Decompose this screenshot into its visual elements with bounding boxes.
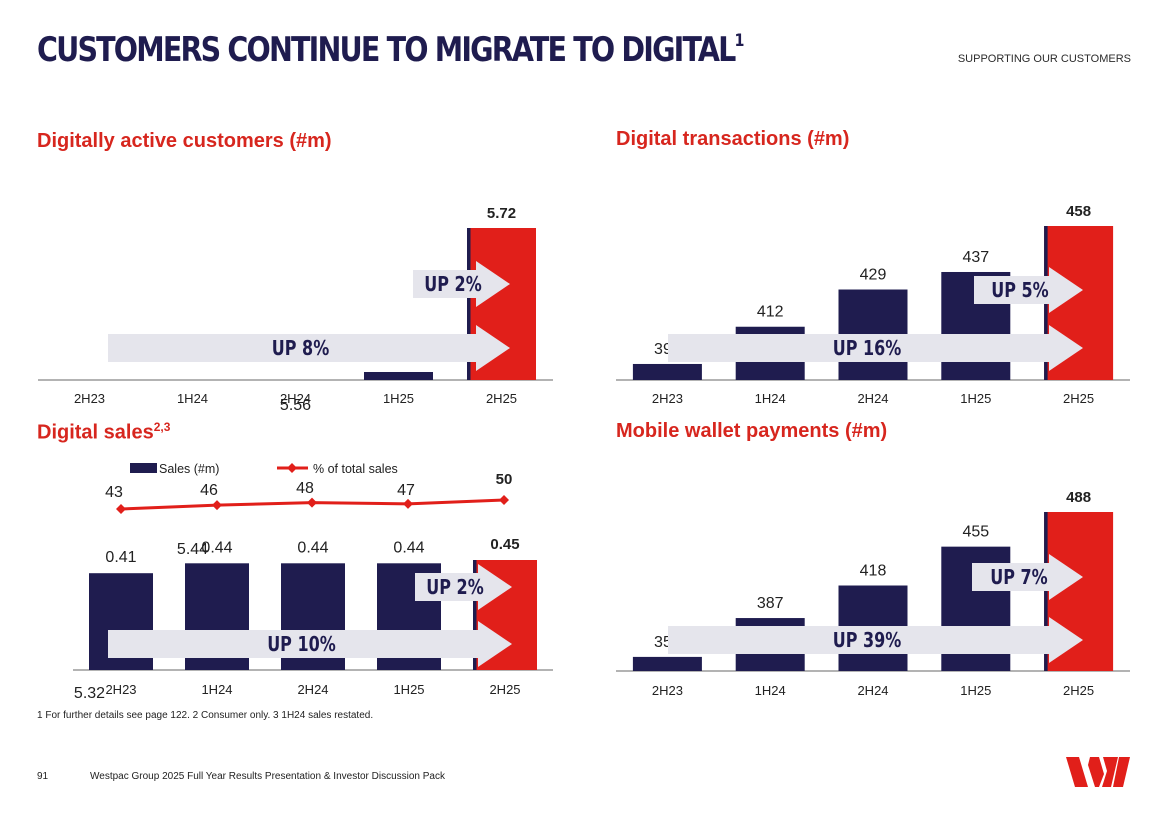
chart-title-digital-sales: Digital sales2,3 (37, 420, 171, 444)
footer-text: Westpac Group 2025 Full Year Results Pre… (90, 771, 445, 782)
pct-data-label: 46 (200, 482, 218, 499)
bar-highlight-edge (467, 228, 471, 380)
growth-total-label: UP 8% (272, 337, 329, 360)
legend-sales-label: Sales (#m) (159, 462, 219, 476)
x-tick-label: 2H25 (1063, 391, 1094, 406)
growth-half-arrow (415, 564, 512, 610)
growth-half-label: UP 5% (991, 279, 1048, 302)
x-tick-label: 1H25 (383, 391, 414, 406)
x-tick-label: 2H23 (652, 683, 683, 698)
legend-sales-swatch (130, 463, 157, 473)
westpac-logo-icon (1066, 757, 1130, 787)
legend-pct-label: % of total sales (313, 462, 398, 476)
chart-title-mobile-wallet: Mobile wallet payments (#m) (616, 420, 888, 442)
x-tick-label: 1H24 (755, 683, 786, 698)
page-title: CUSTOMERS CONTINUE TO MIGRATE TO DIGITAL… (37, 30, 744, 70)
x-tick-label: 2H23 (105, 682, 136, 697)
x-tick-label: 2H25 (489, 682, 520, 697)
pct-marker (499, 495, 509, 505)
pct-data-label: 47 (397, 482, 415, 499)
x-tick-label: 2H24 (857, 683, 888, 698)
x-tick-label: 2H23 (74, 391, 105, 406)
bar-2h23 (632, 363, 702, 380)
data-label: 5.56 (280, 397, 311, 414)
pct-data-label: 48 (296, 480, 314, 497)
chart-title-digital-transactions: Digital transactions (#m) (616, 128, 850, 150)
growth-half-arrow (413, 261, 510, 307)
pct-data-label: 43 (105, 484, 123, 501)
x-tick-label: 1H24 (755, 391, 786, 406)
pct-marker (212, 500, 222, 511)
data-label: 488 (1066, 489, 1091, 506)
growth-total-arrow (108, 325, 510, 371)
data-label: 5.44 (177, 541, 208, 558)
data-label: 5.72 (487, 205, 516, 222)
x-tick-label: 2H23 (652, 391, 683, 406)
x-tick-label: 2H24 (857, 391, 888, 406)
legend-pct-marker (287, 463, 297, 473)
x-tick-label: 1H24 (177, 391, 208, 406)
x-tick-label: 1H25 (393, 682, 424, 697)
bar-data-label: 0.45 (490, 536, 519, 553)
pct-marker (307, 497, 317, 508)
bar-1h25 (364, 372, 433, 380)
pct-marker (116, 504, 126, 514)
pct-marker (403, 498, 413, 509)
chart-title-active-customers: Digitally active customers (#m) (37, 130, 332, 152)
page-number: 91 (37, 771, 49, 782)
footnote: 1 For further details see page 122. 2 Co… (37, 710, 374, 721)
growth-total-arrow (108, 621, 512, 667)
bar-highlight-edge (1044, 512, 1048, 671)
x-tick-label: 1H25 (960, 391, 991, 406)
pct-data-label: 50 (496, 471, 513, 488)
x-tick-label: 1H25 (960, 683, 991, 698)
x-tick-label: 1H24 (201, 682, 232, 697)
bar-data-label: 0.44 (297, 539, 328, 556)
data-label: 412 (757, 304, 784, 321)
bar-data-label: 0.44 (201, 539, 232, 556)
growth-half-label: UP 7% (990, 566, 1047, 589)
data-label: 429 (860, 267, 887, 284)
bar-2h23 (632, 656, 702, 671)
growth-total-label: UP 10% (267, 633, 336, 656)
growth-half-label: UP 2% (426, 576, 483, 599)
growth-total-arrow (668, 325, 1083, 371)
data-label: 418 (860, 563, 887, 580)
x-tick-label: 2H24 (297, 682, 328, 697)
growth-total-arrow (668, 617, 1083, 663)
data-label: 458 (1066, 203, 1091, 220)
x-tick-label: 2H25 (486, 391, 517, 406)
x-tick-label: 2H24 (280, 391, 311, 406)
growth-total-label: UP 39% (833, 629, 902, 652)
x-tick-label: 2H25 (1063, 683, 1094, 698)
data-label: 455 (962, 524, 989, 541)
data-label: 5.32 (74, 685, 105, 702)
growth-total-label: UP 16% (833, 337, 902, 360)
bar-data-label: 0.44 (393, 539, 424, 556)
bar-highlight-edge (473, 560, 477, 670)
data-label: 387 (757, 595, 784, 612)
bar-data-label: 0.41 (105, 549, 136, 566)
section-label: SUPPORTING OUR CUSTOMERS (957, 53, 1131, 65)
growth-half-arrow (972, 554, 1083, 600)
growth-half-label: UP 2% (424, 273, 481, 296)
growth-half-arrow (974, 267, 1083, 313)
data-label: 437 (962, 249, 989, 266)
